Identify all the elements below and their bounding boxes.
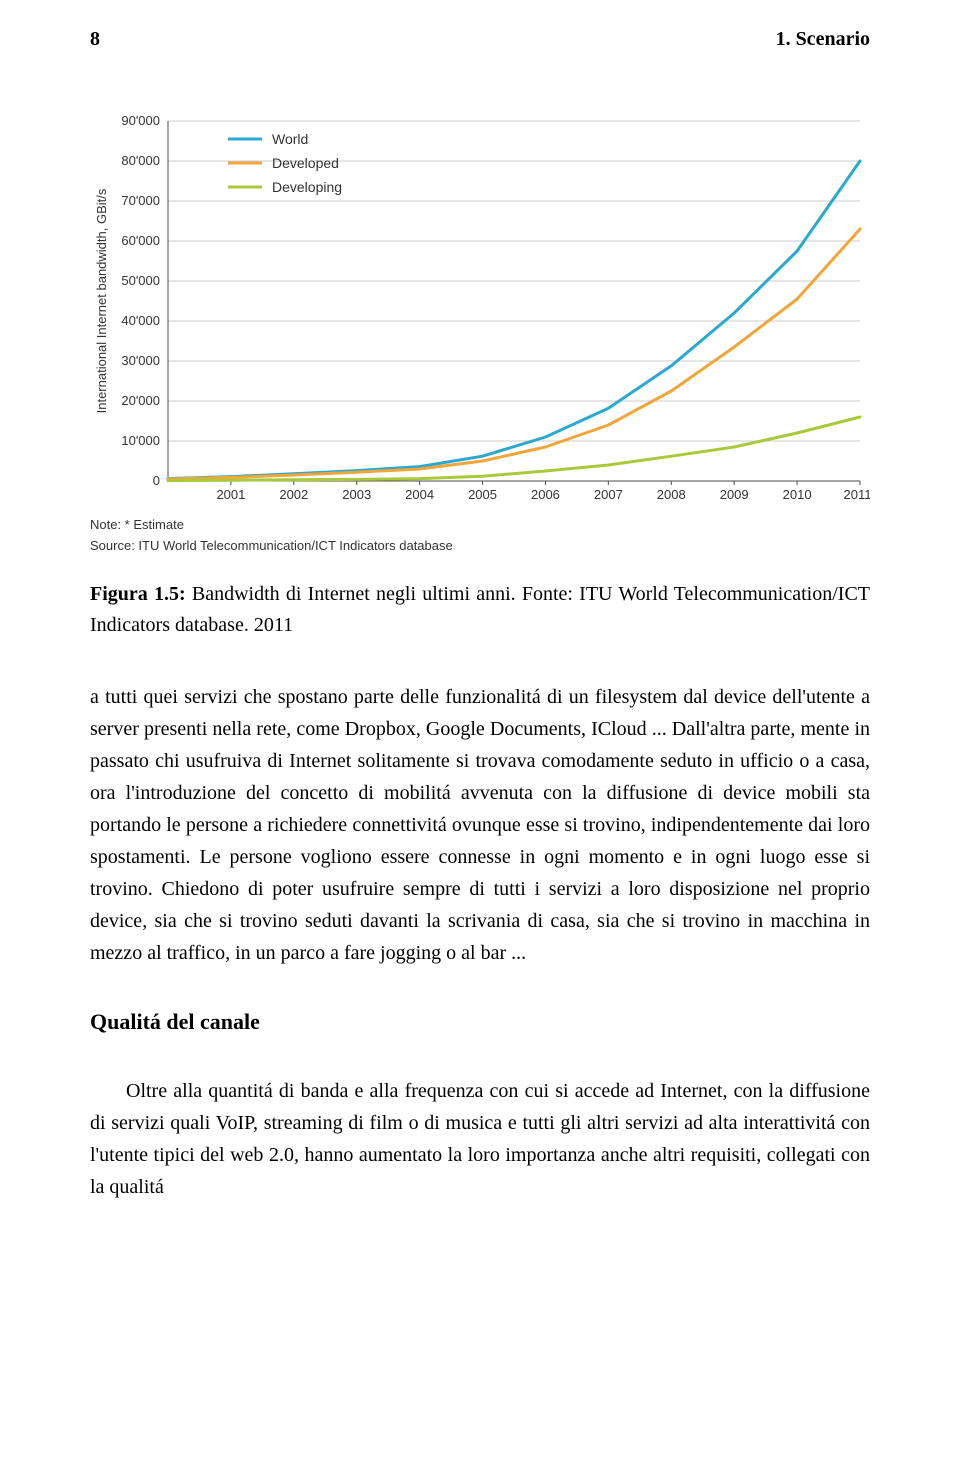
x-tick-label: 2004: [405, 487, 434, 502]
caption-text: Bandwidth di Internet negli ultimi anni.…: [90, 583, 870, 636]
chart-note-1: Note: * Estimate: [90, 517, 870, 532]
x-tick-label: 2008: [657, 487, 686, 502]
x-tick-label: 2002: [279, 487, 308, 502]
y-tick-label: 60'000: [121, 233, 160, 248]
x-tick-label: 2011*: [843, 487, 870, 502]
y-tick-label: 20'000: [121, 393, 160, 408]
y-tick-label: 90'000: [121, 113, 160, 128]
figure-caption: Figura 1.5: Bandwidth di Internet negli …: [90, 579, 870, 641]
x-tick-label: 2010: [783, 487, 812, 502]
y-tick-label: 40'000: [121, 313, 160, 328]
y-tick-label: 50'000: [121, 273, 160, 288]
y-tick-label: 0: [153, 473, 160, 488]
x-tick-label: 2007: [594, 487, 623, 502]
caption-label: Figura 1.5:: [90, 583, 186, 605]
legend-label: Developing: [272, 179, 342, 195]
y-tick-label: 80'000: [121, 153, 160, 168]
x-tick-label: 2005: [468, 487, 497, 502]
x-tick-label: 2001: [216, 487, 245, 502]
section-heading: Qualitá del canale: [90, 1009, 870, 1035]
bandwidth-chart: International Internet bandwidth, GBit/s…: [90, 111, 870, 553]
page-header: 8 1. Scenario: [0, 0, 960, 51]
legend-label: World: [272, 131, 308, 147]
y-axis-label: International Internet bandwidth, GBit/s: [94, 188, 109, 413]
page-number: 8: [90, 28, 100, 51]
y-tick-label: 70'000: [121, 193, 160, 208]
body-paragraph-2: Oltre alla quantitá di banda e alla freq…: [90, 1075, 870, 1203]
legend-label: Developed: [272, 155, 339, 171]
x-tick-label: 2009: [720, 487, 749, 502]
y-tick-label: 10'000: [121, 433, 160, 448]
chart-svg: International Internet bandwidth, GBit/s…: [90, 111, 870, 511]
y-tick-label: 30'000: [121, 353, 160, 368]
series-world: [168, 161, 860, 479]
series-developing: [168, 417, 860, 481]
chapter-title: 1. Scenario: [776, 28, 870, 51]
x-tick-label: 2006: [531, 487, 560, 502]
body-paragraph-1: a tutti quei servizi che spostano parte …: [90, 681, 870, 969]
x-tick-label: 2003: [342, 487, 371, 502]
chart-note-2: Source: ITU World Telecommunication/ICT …: [90, 538, 870, 553]
